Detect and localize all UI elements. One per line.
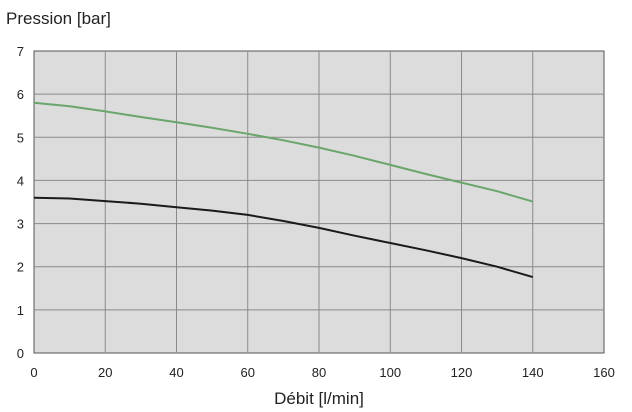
x-tick-label: 120 <box>451 365 473 380</box>
y-tick-label: 5 <box>17 130 24 145</box>
series-line-1 <box>33 101 534 203</box>
y-axis-title: Pression [bar] <box>6 9 111 28</box>
y-tick-label: 0 <box>17 346 24 361</box>
y-tick-label: 4 <box>17 173 24 188</box>
x-axis-ticks: 0 20 40 60 80 100 120 140 160 <box>30 365 614 380</box>
x-tick-label: 140 <box>522 365 544 380</box>
x-tick-label: 80 <box>312 365 326 380</box>
y-tick-label: 6 <box>17 87 24 102</box>
x-tick-label: 60 <box>241 365 255 380</box>
x-tick-label: 40 <box>169 365 183 380</box>
x-tick-label: 20 <box>98 365 112 380</box>
y-tick-label: 3 <box>17 217 24 232</box>
y-tick-label: 2 <box>17 260 24 275</box>
series-line-2 <box>33 196 534 279</box>
x-tick-label: 0 <box>30 365 37 380</box>
x-tick-label: 100 <box>379 365 401 380</box>
x-axis-title: Débit [l/min] <box>274 389 364 408</box>
x-tick-label: 160 <box>593 365 615 380</box>
y-tick-label: 7 <box>17 44 24 59</box>
series-layer <box>33 101 534 279</box>
grid <box>34 51 604 353</box>
y-axis-ticks: 0 1 2 3 4 5 6 7 <box>17 44 24 361</box>
y-tick-label: 1 <box>17 303 24 318</box>
